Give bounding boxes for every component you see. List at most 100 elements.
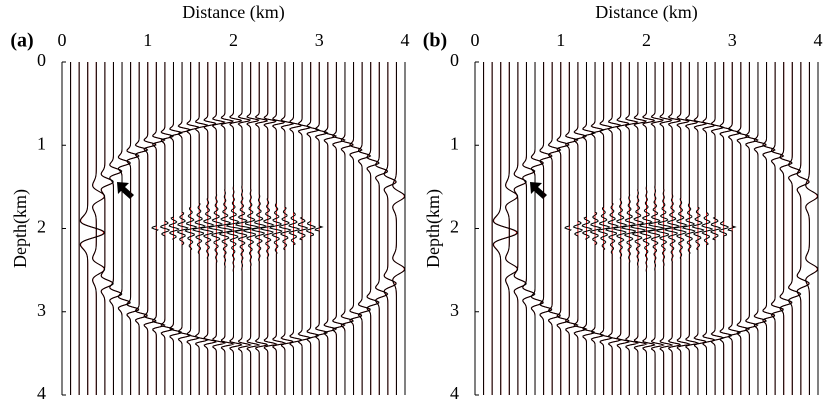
x-tick-label: 2	[229, 30, 238, 50]
trace	[612, 62, 630, 395]
trace	[323, 62, 338, 395]
trace	[151, 62, 166, 395]
y-tick-label: 0	[37, 50, 46, 70]
trace	[589, 62, 605, 395]
panel: (b) Distance (km) Depth(km) 0 1 2 3 4 0 1 2 3 4	[423, 2, 823, 403]
x-tick-label: 1	[556, 30, 565, 50]
x-tick-label: 4	[401, 30, 410, 50]
trace	[199, 62, 217, 395]
trace	[117, 62, 131, 395]
x-tick-label: 4	[814, 30, 823, 50]
x-axis-label: Distance (km)	[182, 2, 284, 23]
trace	[332, 62, 346, 395]
trace	[366, 62, 380, 395]
y-tick-label: 1	[37, 133, 46, 153]
trace	[314, 62, 329, 395]
trace	[582, 62, 596, 395]
trace	[168, 62, 183, 395]
trace	[207, 62, 227, 395]
trace	[505, 62, 519, 395]
trace	[79, 62, 105, 395]
trace	[647, 62, 665, 395]
y-axis-label: Depth(km)	[423, 189, 444, 268]
trace	[169, 62, 183, 395]
trace	[100, 62, 114, 395]
trace	[92, 62, 106, 395]
trace	[100, 62, 114, 395]
trace	[581, 62, 596, 395]
trace	[176, 62, 192, 395]
trace	[788, 62, 802, 395]
trace	[691, 62, 707, 395]
trace	[681, 62, 700, 395]
trace	[620, 62, 640, 395]
trace	[805, 62, 818, 395]
trace	[779, 62, 793, 395]
trace	[530, 62, 544, 395]
y-tick-label: 2	[37, 217, 46, 237]
trace	[513, 62, 527, 395]
arrow	[117, 182, 134, 199]
trace	[126, 62, 140, 395]
trace	[297, 62, 312, 395]
trace	[492, 62, 518, 395]
trace	[332, 62, 346, 395]
trace	[736, 62, 751, 395]
x-tick-label: 0	[471, 30, 480, 50]
trace	[159, 62, 175, 395]
trace	[522, 62, 536, 395]
trace	[251, 62, 269, 395]
y-tick-label: 4	[37, 383, 46, 403]
y-tick-label: 2	[450, 217, 459, 237]
trace	[736, 62, 750, 395]
trace	[727, 62, 742, 395]
trace	[323, 62, 337, 395]
trace	[225, 62, 244, 395]
trace	[383, 62, 397, 395]
trace	[383, 62, 397, 395]
trace	[590, 62, 605, 395]
trace	[349, 62, 363, 395]
trace	[493, 62, 518, 395]
trace	[216, 62, 235, 395]
trace	[539, 62, 553, 395]
x-axis-label: Distance (km)	[595, 2, 697, 23]
trace	[117, 62, 132, 395]
trace	[143, 62, 157, 395]
y-tick-label: 3	[37, 300, 46, 320]
trace	[770, 62, 784, 395]
trace	[701, 62, 717, 395]
trace	[753, 62, 767, 395]
trace	[375, 62, 388, 395]
x-tick-label: 3	[315, 30, 324, 50]
trace	[92, 62, 105, 395]
trace	[259, 62, 278, 395]
y-axis-label: Depth(km)	[10, 189, 31, 268]
trace	[513, 62, 527, 395]
trace	[770, 62, 785, 395]
trace	[547, 62, 562, 395]
panel: (a) Distance (km) Depth(km) 0 1 2 3 4 0 1 2 3 4	[10, 2, 409, 403]
panel-title: (b)	[423, 30, 447, 52]
trace	[539, 62, 553, 395]
trace	[565, 62, 579, 395]
trace	[366, 62, 380, 395]
trace	[762, 62, 776, 395]
x-tick-label: 3	[728, 30, 737, 50]
trace	[375, 62, 389, 395]
trace	[505, 62, 518, 395]
trace	[357, 62, 372, 395]
trace	[109, 62, 123, 395]
trace	[297, 62, 312, 395]
trace	[234, 62, 252, 395]
trace	[664, 62, 682, 395]
trace	[710, 62, 725, 395]
panel-title: (a)	[10, 30, 33, 52]
trace	[629, 62, 648, 395]
trace	[597, 62, 614, 395]
trace	[80, 62, 105, 395]
trace	[349, 62, 363, 395]
trace	[788, 62, 801, 395]
trace	[753, 62, 767, 395]
